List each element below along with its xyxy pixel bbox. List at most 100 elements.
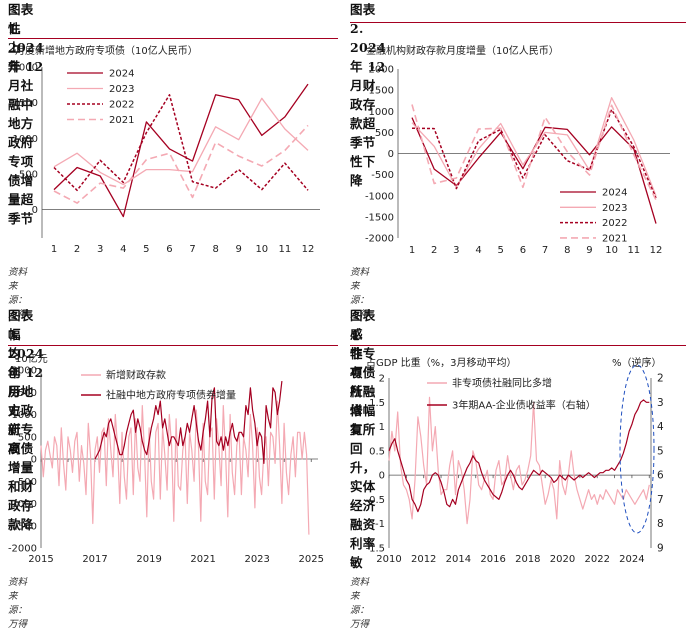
chart-1-xtick-label: 8 bbox=[212, 244, 218, 255]
chart-3-ytick-label: 500 bbox=[18, 432, 37, 443]
chart-4-y2tick-label: 3 bbox=[657, 397, 664, 409]
chart-2-legend-label: 2024 bbox=[602, 188, 627, 199]
panel-4-title-rule bbox=[350, 345, 686, 346]
chart-1-series-2021-line bbox=[53, 124, 309, 204]
chart-4-ytick-label: 2 bbox=[379, 374, 385, 385]
chart-2-ytick-label: -500 bbox=[371, 170, 394, 181]
chart-4-ytick-label: 1.5 bbox=[369, 398, 385, 409]
chart-2-ytick-label: 1000 bbox=[369, 107, 394, 118]
chart-2-xtick-label: 3 bbox=[453, 245, 459, 256]
chart-3-xtick-label: 2017 bbox=[82, 554, 107, 565]
chart-1-xtick-label: 2 bbox=[74, 244, 80, 255]
chart-4-xtick-label: 2016 bbox=[480, 554, 505, 565]
panel-3-title-line2: 幅均创历史新高 bbox=[8, 327, 21, 456]
chart-4-series-line bbox=[388, 396, 650, 525]
chart-3-xtick-label: 2025 bbox=[299, 554, 324, 565]
chart-2-xtick-label: 11 bbox=[627, 245, 640, 256]
chart-2-xtick-label: 8 bbox=[564, 245, 570, 256]
panel-1-source: 资料来源：万得 bbox=[8, 267, 28, 320]
chart-2-xtick-label: 10 bbox=[605, 245, 618, 256]
chart-4-legend-label: 非专项债社融同比多增 bbox=[452, 377, 552, 390]
chart-1-ytick-label: 500 bbox=[19, 169, 38, 180]
chart-1-xtick-label: 11 bbox=[279, 244, 292, 255]
chart-4-xtick-label: 2024 bbox=[619, 554, 644, 565]
chart-2-xtick-label: 6 bbox=[520, 245, 526, 256]
chart-3-ytick-label: 1000 bbox=[12, 410, 37, 421]
chart-4-xtick-label: 2014 bbox=[446, 554, 471, 565]
chart-2-xtick-label: 7 bbox=[542, 245, 548, 256]
chart-3-ytick-label: -1500 bbox=[8, 521, 37, 532]
chart-1-xtick-label: 1 bbox=[51, 244, 57, 255]
chart-4-ytick-label: 0.5 bbox=[369, 446, 385, 457]
chart-3-xtick-label: 2015 bbox=[28, 554, 53, 565]
panel-4-title-line2: 感性有所修复 bbox=[350, 327, 363, 437]
chart-2-xtick-label: 2 bbox=[431, 245, 437, 256]
chart-4-y2tick-label: 6 bbox=[657, 470, 664, 482]
chart-2-xtick-label: 12 bbox=[650, 245, 663, 256]
chart-2-legend-label: 2023 bbox=[602, 203, 627, 214]
chart-2-xtick-label: 4 bbox=[475, 245, 481, 256]
panel-2-source: 资料来源：万得 bbox=[350, 267, 370, 320]
panel-1-title-line2: 性上升 bbox=[8, 21, 21, 74]
chart-4-legend-label: 3年期AA-企业债收益率（右轴） bbox=[452, 399, 596, 412]
panel-4-title-line1: 图表 4. 非专项债社融增幅有所回升，实体经济融资利率敏 bbox=[350, 308, 376, 570]
chart-1-ytick-label: 0 bbox=[32, 205, 38, 216]
chart-2-series-2021-line bbox=[411, 104, 657, 201]
panel-3-title-line1: 图表 3. 2024 年 12 月地方政府专项债增量和财政存款降 bbox=[8, 308, 44, 532]
chart-2-ytick-label: -1000 bbox=[365, 191, 394, 202]
chart-3-ytick-label: -2000 bbox=[8, 544, 37, 555]
chart-1-xtick-label: 7 bbox=[189, 244, 195, 255]
chart-1-xtick-label: 3 bbox=[97, 244, 103, 255]
chart-2-xtick-label: 1 bbox=[409, 245, 415, 256]
chart-1-legend-label: 2021 bbox=[109, 115, 134, 126]
chart-3-ytick-label: 1500 bbox=[12, 388, 37, 399]
chart-3-series-line bbox=[94, 381, 283, 464]
chart-4-y2tick-label: 9 bbox=[657, 543, 664, 555]
chart-4-y2tick-label: 8 bbox=[657, 518, 664, 530]
chart-4-ytick-label: -1.5 bbox=[365, 544, 385, 555]
chart-1-xtick-label: 12 bbox=[302, 244, 315, 255]
chart-4-y2tick-label: 7 bbox=[657, 494, 664, 506]
chart-4-highlight-ellipse bbox=[619, 364, 655, 534]
chart-4-y2tick-label: 4 bbox=[657, 421, 664, 433]
chart-1-xtick-label: 6 bbox=[166, 244, 172, 255]
chart-2-legend-label: 2022 bbox=[602, 218, 627, 229]
chart-3-xtick-label: 2023 bbox=[244, 554, 269, 565]
chart-3-xtick-label: 2021 bbox=[190, 554, 215, 565]
chart-2-ytick-label: 0 bbox=[388, 149, 394, 160]
panel-3-title-rule bbox=[8, 345, 338, 346]
chart-1-xtick-label: 10 bbox=[255, 244, 268, 255]
chart-3-ytick-label: 0 bbox=[31, 455, 37, 466]
chart-2-ytick-label: -1500 bbox=[365, 212, 394, 223]
chart-4-ytick-label: 1 bbox=[379, 422, 385, 433]
chart-4-ytick-label: -1 bbox=[375, 519, 385, 530]
chart-2-title: 金融机构财政存款月度增量（10亿人民币） bbox=[366, 44, 559, 57]
chart-3-legend-label: 社融中地方政府专项债券增量 bbox=[106, 389, 236, 402]
chart-4-title: 占GDP 比重（%，3月移动平均） bbox=[366, 356, 517, 369]
chart-1-series-2024-line bbox=[53, 83, 309, 218]
chart-3-ytick-label: -1000 bbox=[8, 499, 37, 510]
panel-2-title-rule bbox=[350, 22, 686, 23]
panel-1-title-line1: 图表 1. 2024 年 12 月社融中地方政府专项债增量超季节 bbox=[8, 2, 44, 226]
chart-1-ytick-label: 1500 bbox=[13, 98, 38, 109]
chart-2-ytick-label: -2000 bbox=[365, 234, 394, 245]
chart-4-y2tick-label: 2 bbox=[657, 373, 664, 385]
chart-3-ytick-label: 2000 bbox=[12, 366, 37, 377]
chart-4-right-title: %（逆序） bbox=[612, 356, 662, 369]
chart-4-ytick-label: 0 bbox=[379, 471, 385, 482]
chart-3-xtick-label: 2019 bbox=[136, 554, 161, 565]
chart-2-xtick-label: 5 bbox=[498, 245, 504, 256]
chart-1-ytick-label: 1000 bbox=[13, 134, 38, 145]
chart-1-ytick-label: 2000 bbox=[13, 63, 38, 74]
chart-4-xtick-label: 2020 bbox=[550, 554, 575, 565]
chart-4-xtick-label: 2018 bbox=[515, 554, 540, 565]
chart-1-legend-label: 2023 bbox=[109, 84, 134, 95]
chart-4-xtick-label: 2012 bbox=[411, 554, 436, 565]
chart-2-ytick-label: 2000 bbox=[369, 65, 394, 76]
chart-4-series-line bbox=[388, 399, 650, 513]
chart-1-title: 月度新增地方政府专项债（10亿人民币） bbox=[15, 44, 198, 57]
chart-3-ytick-label: -500 bbox=[14, 477, 37, 488]
chart-1-series-2023-line bbox=[53, 97, 309, 186]
chart-2-legend-label: 2021 bbox=[602, 233, 627, 244]
